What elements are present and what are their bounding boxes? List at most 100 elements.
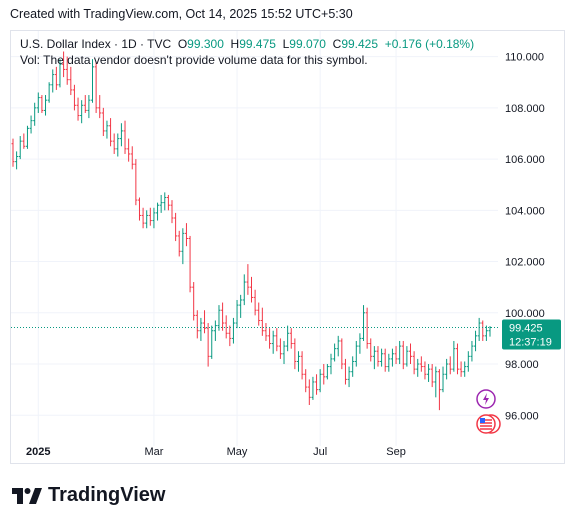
ohlc-bar bbox=[15, 151, 19, 170]
ohlc-bar bbox=[383, 348, 387, 372]
ohlc-bar bbox=[221, 302, 225, 331]
ohlc-bar bbox=[137, 197, 141, 221]
volume-note: Vol: The data vendor doesn't provide vol… bbox=[20, 53, 368, 67]
ohlc-bar bbox=[123, 120, 127, 154]
ohlc-bar bbox=[152, 207, 156, 229]
ohlc-bar bbox=[210, 325, 214, 359]
y-tick-label: 110.000 bbox=[505, 52, 544, 64]
x-tick-label: Sep bbox=[386, 446, 406, 458]
ohlc-bar bbox=[307, 379, 311, 406]
ohlc-bar bbox=[329, 353, 333, 375]
open-label: O bbox=[177, 37, 188, 51]
y-tick-label: 104.000 bbox=[505, 205, 545, 217]
open-value: 99.300 bbox=[187, 37, 224, 51]
ohlc-bar bbox=[448, 356, 452, 375]
low-value: 99.070 bbox=[289, 37, 326, 51]
ohlc-bar bbox=[401, 340, 405, 370]
ohlc-bar bbox=[477, 317, 481, 341]
ohlc-bar bbox=[278, 338, 282, 359]
ohlc-bar bbox=[101, 107, 105, 137]
ohlc-bar bbox=[347, 366, 351, 388]
high-label: H bbox=[230, 37, 240, 51]
ohlc-bar bbox=[166, 194, 170, 211]
ohlc-bar bbox=[40, 95, 44, 113]
ohlc-bar bbox=[250, 276, 253, 303]
ohlc-bar bbox=[275, 328, 279, 352]
ohlc-bar bbox=[36, 92, 40, 113]
ohlc-bar bbox=[25, 125, 29, 149]
y-tick-label: 102.000 bbox=[505, 257, 545, 269]
ohlc-bar bbox=[333, 343, 337, 362]
ohlc-bar bbox=[286, 325, 290, 352]
ohlc-bar bbox=[174, 212, 178, 242]
ohlc-bar bbox=[409, 343, 412, 365]
ohlc-bar bbox=[325, 364, 329, 380]
ohlc-bar bbox=[365, 307, 369, 349]
ohlc-bar bbox=[163, 192, 167, 211]
ohlc-bar bbox=[322, 364, 326, 385]
close-value: 99.425 bbox=[341, 37, 379, 51]
ohlc-bar bbox=[398, 340, 402, 365]
ohlc-bar bbox=[134, 159, 138, 206]
ohlc-bar bbox=[54, 66, 58, 90]
ohlc-bar bbox=[362, 305, 366, 341]
watermark-text: TradingView bbox=[48, 484, 166, 506]
ohlc-bar bbox=[296, 351, 300, 372]
ohlc-bar bbox=[116, 133, 120, 157]
ohlc-bar bbox=[203, 310, 207, 334]
ohlc-bar bbox=[47, 82, 51, 103]
high-value: 99.475 bbox=[239, 37, 276, 51]
ohlc-bar bbox=[235, 299, 239, 329]
ohlc-bar bbox=[271, 330, 275, 354]
ohlc-chart[interactable]: 96.000 98.000 100.000 102.000 104.000 106.000… bbox=[11, 31, 566, 465]
ohlc-bar bbox=[423, 361, 427, 380]
low-label: L bbox=[282, 37, 290, 51]
ohlc-bar bbox=[253, 289, 257, 316]
y-tick-label: 106.000 bbox=[505, 154, 545, 166]
ohlc-bar bbox=[293, 338, 297, 370]
ohlc-bar bbox=[430, 364, 434, 388]
ohlc-bar bbox=[282, 340, 286, 365]
ohlc-bar bbox=[343, 358, 347, 385]
ohlc-bar bbox=[239, 294, 243, 318]
ohlc-bar bbox=[29, 115, 33, 134]
ohlc-bar bbox=[87, 95, 91, 119]
us-flag-icon bbox=[476, 414, 496, 434]
ohlc-bar bbox=[195, 310, 199, 339]
ohlc-bar bbox=[268, 328, 272, 349]
ohlc-bar bbox=[98, 95, 102, 119]
ohlc-row: U.S. Dollar Index · 1D · TVC O99.300 H99… bbox=[20, 36, 474, 52]
symbol-label[interactable]: U.S. Dollar Index · 1D · TVC bbox=[20, 37, 172, 51]
ohlc-bar bbox=[463, 361, 467, 377]
ohlc-bar bbox=[224, 315, 228, 339]
ohlc-bar bbox=[416, 358, 420, 377]
ohlc-bar bbox=[372, 346, 376, 370]
ohlc-bar bbox=[380, 348, 384, 367]
ohlc-bar bbox=[145, 210, 149, 229]
ohlc-bar bbox=[148, 207, 152, 226]
ohlc-bar bbox=[445, 358, 449, 380]
ohlc-bar bbox=[181, 228, 185, 265]
y-tick-label: 96.000 bbox=[505, 410, 539, 422]
x-tick-label: May bbox=[227, 446, 248, 458]
us-flag-canton bbox=[480, 418, 485, 423]
ohlc-bar bbox=[481, 320, 485, 341]
y-tick-label: 108.000 bbox=[505, 103, 545, 115]
chart-caption: Created with TradingView.com, Oct 14, 20… bbox=[10, 7, 353, 21]
ohlc-bar bbox=[358, 333, 362, 354]
ohlc-bar bbox=[159, 194, 163, 213]
chart-panel[interactable]: 96.000 98.000 100.000 102.000 104.000 106.000… bbox=[10, 30, 565, 464]
ohlc-bar bbox=[315, 374, 319, 395]
ohlc-bar bbox=[62, 51, 66, 78]
ohlc-bar bbox=[336, 335, 340, 357]
tradingview-logo[interactable]: TradingView bbox=[12, 484, 165, 507]
y-tick-label: 100.000 bbox=[505, 308, 545, 320]
ohlc-bar bbox=[434, 366, 438, 398]
ohlc-bar bbox=[69, 66, 73, 96]
close-label: C bbox=[332, 37, 342, 51]
ohlc-bar bbox=[351, 356, 355, 377]
ohlc-bar bbox=[188, 235, 192, 293]
ohlc-bar bbox=[340, 338, 344, 370]
ohlc-bar bbox=[112, 133, 116, 154]
ohlc-bar bbox=[94, 61, 98, 113]
